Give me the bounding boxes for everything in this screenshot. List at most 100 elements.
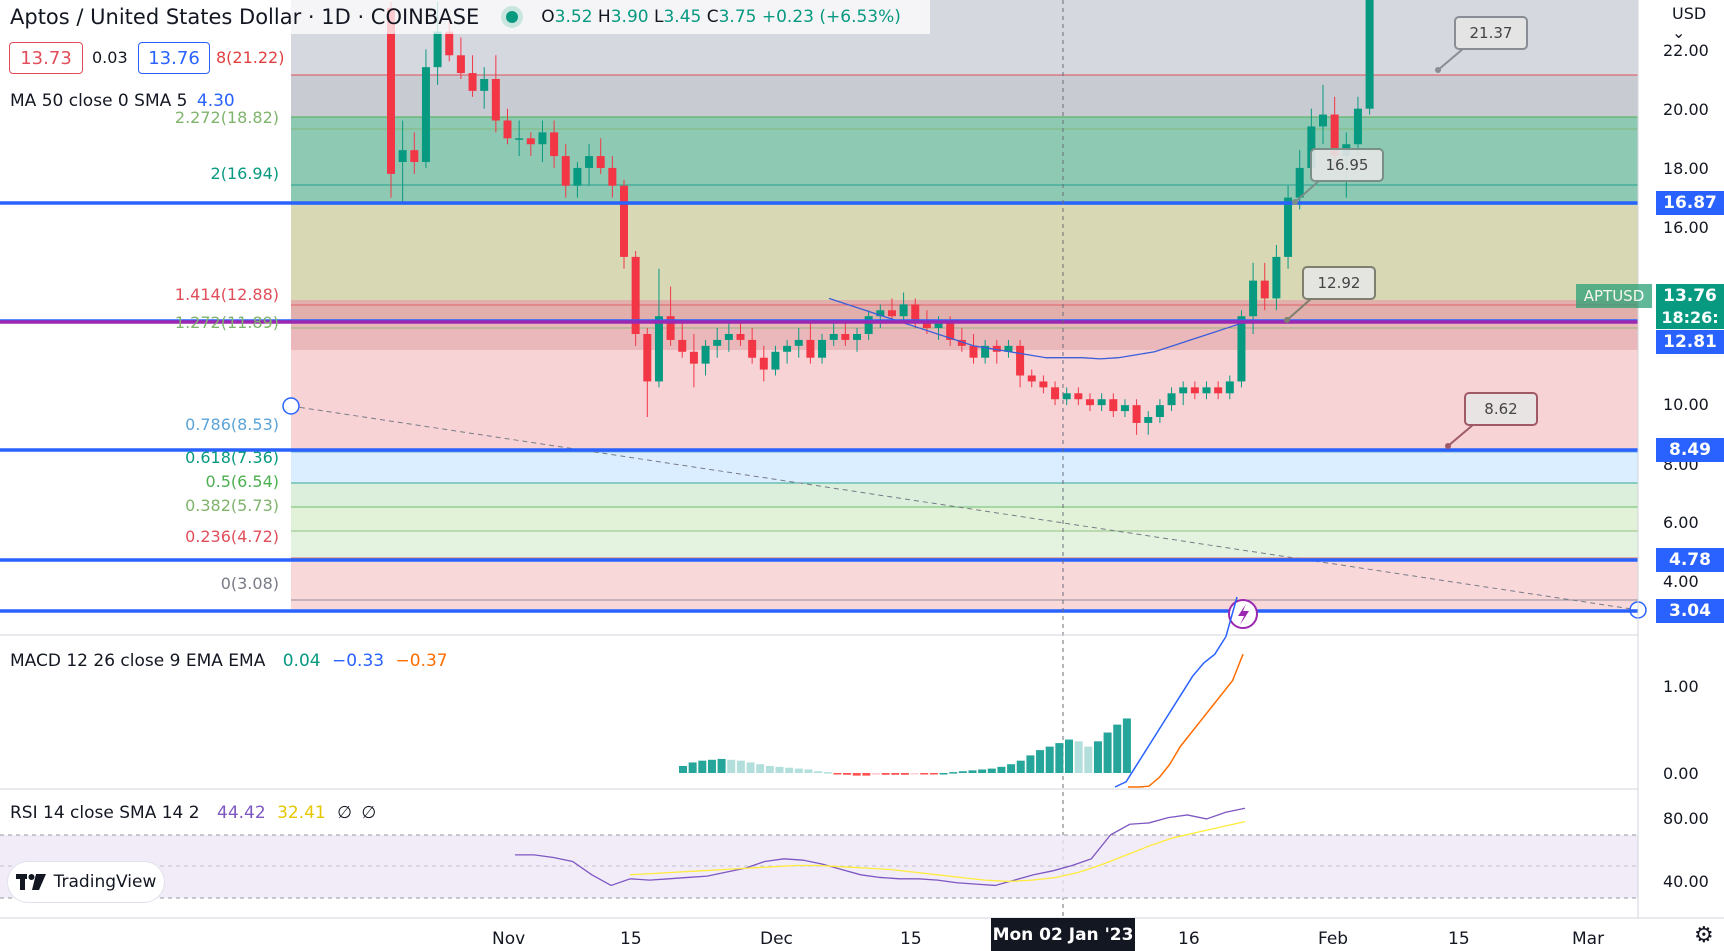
callout-pointer bbox=[1286, 297, 1313, 321]
candle bbox=[1214, 381, 1223, 400]
candle bbox=[1027, 369, 1036, 388]
price-callout[interactable]: 12.92 bbox=[1302, 266, 1376, 300]
candle bbox=[550, 120, 559, 168]
candle bbox=[491, 55, 500, 133]
candle bbox=[1132, 399, 1141, 435]
rsi-ma-value: 32.41 bbox=[277, 803, 326, 823]
rsi-legend[interactable]: RSI 14 close SMA 14 2 44.42 32.41 ∅ ∅ bbox=[10, 803, 376, 823]
candle bbox=[608, 156, 617, 198]
fib-zone-green bbox=[291, 117, 1638, 205]
candle bbox=[1144, 411, 1153, 435]
candle bbox=[480, 67, 489, 109]
candle bbox=[666, 286, 675, 346]
price-callout[interactable]: 16.95 bbox=[1310, 148, 1384, 182]
macd-bar bbox=[997, 766, 1006, 773]
candle bbox=[1319, 84, 1327, 145]
buy-button[interactable]: 13.76 bbox=[138, 42, 210, 74]
macd-bar bbox=[756, 764, 765, 773]
macd-bar bbox=[958, 771, 967, 773]
fib-zone-mint3 bbox=[291, 531, 1638, 561]
last-price-tag: 13.76 bbox=[1656, 284, 1724, 308]
line-price-tag: 12.81 bbox=[1656, 330, 1724, 354]
macd-bar bbox=[823, 772, 832, 774]
price-tick: 4.00 bbox=[1663, 572, 1699, 591]
rsi-extra-2: ∅ bbox=[361, 803, 377, 823]
candle bbox=[1190, 381, 1199, 400]
candle bbox=[1179, 381, 1188, 406]
symbol-title[interactable]: Aptos / United States Dollar · 1D · COIN… bbox=[10, 5, 480, 29]
candle bbox=[631, 250, 640, 346]
price-callout[interactable]: 21.37 bbox=[1454, 16, 1528, 50]
macd-bar bbox=[688, 762, 697, 773]
ma-legend[interactable]: MA 50 close 0 SMA 5 4.30 bbox=[10, 91, 235, 111]
macd-bar bbox=[727, 759, 736, 773]
macd-label: MACD 12 26 close 9 EMA EMA bbox=[10, 651, 266, 671]
currency-select[interactable]: USD ⌄ bbox=[1672, 4, 1707, 42]
macd-pane bbox=[679, 596, 1244, 788]
macd-bar bbox=[1007, 764, 1016, 773]
fib-level-label: 0.236(4.72) bbox=[185, 527, 279, 546]
candle bbox=[1086, 393, 1094, 412]
candle bbox=[957, 328, 966, 352]
trend-start-handle[interactable] bbox=[282, 397, 300, 415]
candle bbox=[468, 55, 477, 97]
rsi-value: 44.42 bbox=[217, 803, 266, 823]
macd-bar bbox=[1074, 741, 1083, 773]
candle bbox=[1109, 393, 1118, 418]
fib-zone-mint2 bbox=[291, 507, 1638, 531]
fib-level-label: 0.5(6.54) bbox=[205, 472, 279, 491]
tradingview-icon bbox=[15, 874, 46, 890]
candle bbox=[1272, 245, 1281, 311]
candle bbox=[1004, 339, 1013, 358]
time-tick: 15 bbox=[900, 929, 922, 949]
price-callout[interactable]: 8.62 bbox=[1464, 392, 1538, 426]
time-tick: Mar bbox=[1572, 929, 1605, 949]
macd-bar bbox=[978, 769, 987, 773]
macd-legend[interactable]: MACD 12 26 close 9 EMA EMA 0.04 −0.33 −0… bbox=[10, 651, 448, 671]
candle bbox=[1260, 262, 1269, 311]
candle bbox=[818, 333, 827, 364]
macd-bar bbox=[1036, 750, 1045, 773]
settings-gear-icon[interactable]: ⚙ bbox=[1694, 923, 1714, 948]
candle bbox=[1062, 387, 1071, 406]
tradingview-logo[interactable]: TradingView bbox=[8, 862, 164, 902]
market-status-icon[interactable] bbox=[501, 6, 524, 28]
candle bbox=[561, 144, 570, 198]
candle bbox=[794, 328, 803, 358]
macd-bar bbox=[804, 769, 813, 773]
candle bbox=[969, 333, 978, 364]
candle bbox=[1202, 381, 1211, 400]
macd-bar bbox=[872, 773, 880, 775]
macd-bar bbox=[746, 762, 755, 773]
macd-bar bbox=[1026, 755, 1035, 773]
macd-bar bbox=[939, 773, 948, 775]
candle bbox=[456, 37, 465, 79]
candle bbox=[1097, 393, 1106, 412]
sell-button[interactable]: 13.73 bbox=[9, 42, 83, 74]
candle bbox=[678, 322, 687, 358]
candle bbox=[538, 120, 547, 163]
callout-anchor bbox=[1292, 199, 1298, 205]
candle bbox=[887, 298, 896, 323]
candle bbox=[515, 120, 524, 157]
time-tick: 15 bbox=[620, 929, 642, 949]
candle bbox=[736, 322, 745, 346]
macd-signal-line bbox=[1128, 653, 1244, 788]
change-value: +0.23 (+6.53%) bbox=[761, 7, 901, 27]
fib-level-label: 8(21.22) bbox=[216, 48, 285, 67]
candle bbox=[841, 322, 850, 346]
macd-bar bbox=[949, 772, 958, 774]
open-value: 3.52 bbox=[554, 7, 593, 27]
candle bbox=[398, 120, 407, 204]
macd-bar bbox=[736, 760, 745, 773]
macd-bar bbox=[1084, 746, 1093, 773]
symbol-header: Aptos / United States Dollar · 1D · COIN… bbox=[0, 0, 930, 34]
ma-label: MA 50 close 0 SMA 5 bbox=[10, 91, 188, 111]
time-tick: 16 bbox=[1178, 929, 1200, 949]
time-tick: Dec bbox=[760, 929, 793, 949]
candle bbox=[573, 162, 582, 198]
macd-value: 0.04 bbox=[282, 651, 321, 671]
line-price-tag: 4.78 bbox=[1656, 548, 1724, 572]
candle bbox=[806, 322, 815, 364]
